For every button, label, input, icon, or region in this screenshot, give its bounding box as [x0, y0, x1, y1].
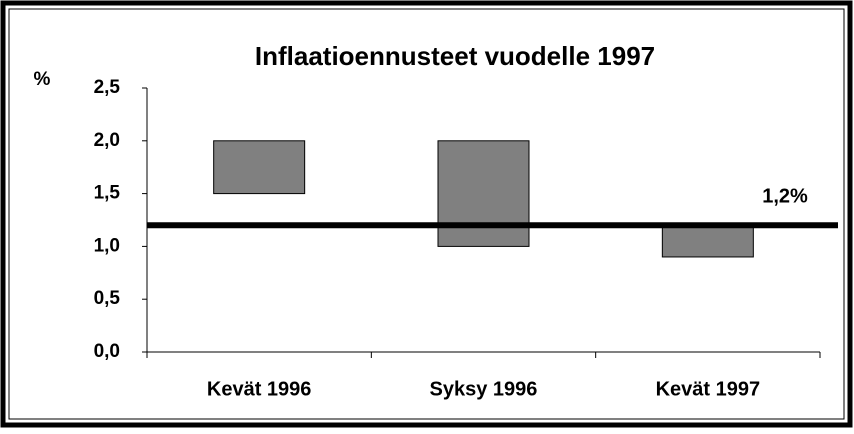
x-tick-label: Kevät 1997 — [656, 378, 761, 400]
bar — [437, 140, 530, 247]
x-tick-label: Kevät 1996 — [207, 378, 312, 400]
y-tick-label: 1,5 — [94, 183, 121, 204]
y-tick-label: 2,0 — [94, 130, 120, 151]
x-tick-label: Syksy 1996 — [430, 378, 538, 400]
bar — [213, 140, 306, 195]
y-tick-label: 0,0 — [94, 341, 120, 362]
reference-label: 1,2% — [762, 186, 808, 208]
y-tick-label: 1,0 — [94, 235, 120, 256]
inner-frame — [8, 8, 845, 420]
y-axis-label: % — [34, 69, 51, 90]
bar — [661, 224, 754, 258]
y-tick-label: 0,5 — [94, 288, 121, 309]
chart-title: Inflaatioennusteet vuodelle 1997 — [255, 41, 655, 71]
y-tick-label: 2,5 — [94, 77, 121, 98]
